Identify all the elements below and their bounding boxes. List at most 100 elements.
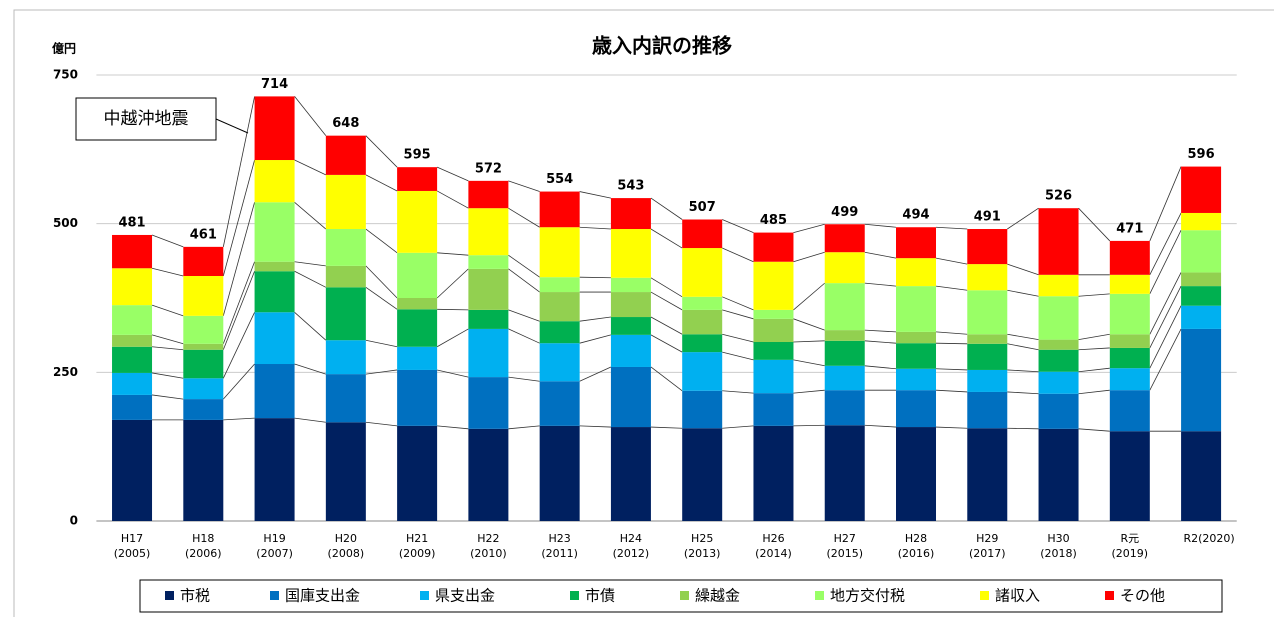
connector-line bbox=[508, 207, 540, 228]
connector-line bbox=[722, 296, 754, 311]
x-tick-label: H28 bbox=[905, 532, 927, 545]
annotation-box bbox=[75, 97, 217, 141]
x-tick-label: (2005) bbox=[114, 547, 151, 560]
connector-line bbox=[294, 270, 327, 288]
bar-segment bbox=[896, 427, 937, 521]
bar-segment bbox=[539, 277, 580, 293]
legend-swatch bbox=[270, 591, 279, 600]
connector-line bbox=[437, 252, 469, 256]
bar-segment bbox=[896, 258, 937, 287]
connector-line bbox=[864, 424, 897, 428]
bar-segment bbox=[539, 343, 580, 382]
legend-label: 県支出金 bbox=[435, 587, 495, 605]
connector-line bbox=[722, 247, 754, 263]
bar-segment bbox=[183, 378, 224, 400]
connector-line bbox=[508, 309, 540, 322]
chart-title: 歳入内訳の推移 bbox=[592, 34, 732, 58]
bar-segment bbox=[254, 364, 295, 419]
bar-segment bbox=[967, 290, 1008, 335]
connector-line bbox=[1078, 293, 1110, 297]
connector-line bbox=[294, 261, 326, 267]
bar-segment bbox=[1181, 431, 1222, 521]
bar-segment bbox=[397, 167, 438, 191]
x-tick-label: (2014) bbox=[755, 547, 792, 560]
x-tick-label: H27 bbox=[834, 532, 856, 545]
bar-segment bbox=[610, 277, 651, 293]
bar-segment bbox=[254, 312, 295, 365]
bar-segment bbox=[610, 229, 651, 278]
x-tick-label: (2016) bbox=[898, 547, 935, 560]
bar-segment bbox=[896, 286, 937, 332]
bar-segment bbox=[682, 390, 723, 429]
annotation-text: 中越沖地震 bbox=[104, 109, 189, 129]
bar-segment bbox=[1109, 293, 1150, 335]
y-tick-label: 750 bbox=[53, 68, 78, 82]
bar-segment bbox=[468, 328, 509, 378]
connector-line bbox=[793, 282, 825, 311]
total-label: 554 bbox=[546, 172, 573, 187]
bar-segment bbox=[753, 342, 794, 360]
connector-line bbox=[650, 277, 683, 298]
bar-segment bbox=[1181, 230, 1222, 273]
connector-line bbox=[223, 363, 255, 400]
connector-line bbox=[650, 366, 683, 392]
bar-segment bbox=[1181, 286, 1222, 306]
connector-line bbox=[579, 366, 612, 382]
bar-segment bbox=[468, 255, 509, 269]
connector-line bbox=[1149, 230, 1182, 295]
bar-segment bbox=[896, 227, 937, 259]
bar-segment bbox=[896, 343, 937, 369]
bar-segment bbox=[610, 427, 651, 521]
connector-line bbox=[1078, 333, 1110, 341]
x-tick-label: H23 bbox=[549, 532, 571, 545]
bar-segment bbox=[610, 334, 651, 367]
connector-line bbox=[222, 159, 255, 277]
connector-line bbox=[864, 329, 897, 333]
connector-line bbox=[1149, 328, 1182, 391]
bar-segment bbox=[254, 96, 295, 161]
bar-segment bbox=[254, 261, 295, 272]
bar-segment bbox=[112, 346, 153, 373]
x-tick-label: (2013) bbox=[684, 547, 721, 560]
connector-line bbox=[222, 261, 255, 344]
connector-line bbox=[1078, 428, 1110, 432]
connector-line bbox=[294, 417, 326, 423]
connector-line bbox=[1078, 347, 1110, 351]
bar-segment bbox=[254, 202, 295, 262]
bar-segment bbox=[682, 428, 723, 521]
bar-segment bbox=[397, 190, 438, 253]
bar-segment bbox=[753, 309, 794, 319]
connector-line bbox=[722, 333, 754, 343]
connector-line bbox=[365, 265, 398, 299]
bar-segment bbox=[682, 334, 723, 353]
bar-segment bbox=[1038, 274, 1079, 297]
x-tick-label: H30 bbox=[1047, 532, 1069, 545]
connector-line bbox=[436, 190, 469, 209]
annotation-arrow bbox=[215, 118, 249, 134]
connector-line bbox=[1078, 207, 1111, 242]
total-label: 491 bbox=[974, 210, 1001, 225]
bar-segment bbox=[397, 369, 438, 426]
bar-segment bbox=[468, 180, 509, 209]
bar-segment bbox=[325, 135, 366, 175]
bar-segment bbox=[183, 246, 224, 276]
total-label: 494 bbox=[902, 208, 929, 223]
y-tick-label: 500 bbox=[53, 216, 78, 230]
x-tick-label: (2012) bbox=[613, 547, 650, 560]
connector-line bbox=[1007, 333, 1039, 341]
bar-segment bbox=[824, 340, 865, 366]
total-label: 507 bbox=[689, 200, 716, 215]
connector-line bbox=[222, 96, 255, 247]
bar-segment bbox=[1109, 347, 1150, 369]
bar-segment bbox=[468, 208, 509, 256]
bar-segment bbox=[610, 317, 651, 335]
bar-segment bbox=[682, 219, 723, 249]
bar-segment bbox=[183, 343, 224, 350]
connector-line bbox=[294, 311, 327, 341]
connector-line bbox=[935, 257, 968, 265]
connector-line bbox=[1149, 285, 1182, 349]
connector-line bbox=[935, 331, 968, 335]
connector-line bbox=[365, 174, 398, 192]
connector-line bbox=[437, 369, 469, 378]
bar-segment bbox=[1038, 339, 1079, 350]
